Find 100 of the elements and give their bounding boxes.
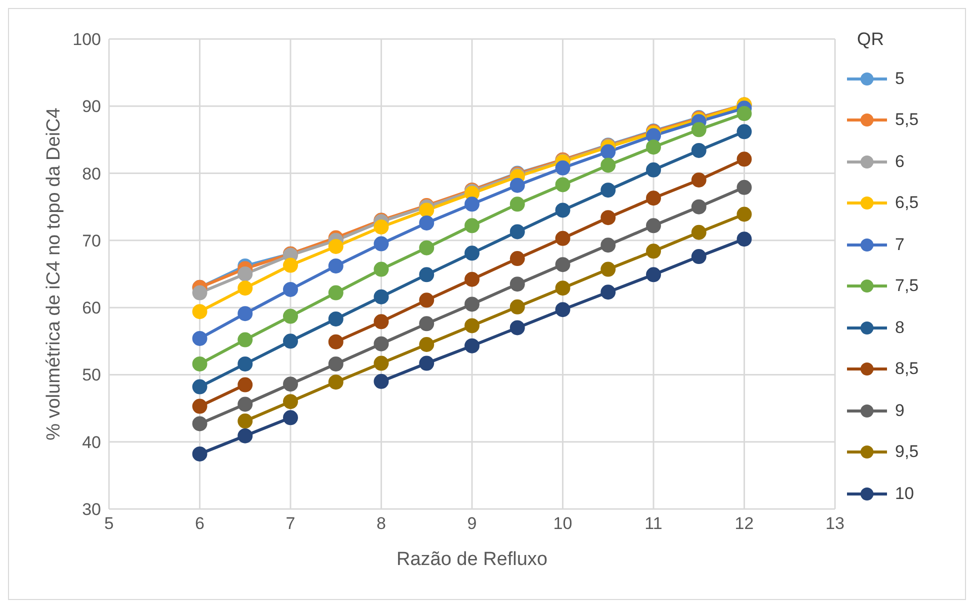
point — [691, 224, 706, 240]
point — [328, 356, 344, 372]
point — [464, 296, 480, 312]
x-tick-label: 8 — [376, 514, 386, 534]
point — [555, 160, 570, 176]
point — [736, 124, 752, 140]
point — [374, 356, 389, 371]
point — [555, 257, 570, 272]
point — [283, 282, 298, 297]
point — [283, 376, 298, 392]
point — [691, 122, 706, 138]
point — [510, 224, 525, 240]
legend-label: 6,5 — [895, 193, 919, 214]
y-tick-label: 70 — [82, 231, 101, 250]
legend-label: 5 — [895, 68, 904, 89]
y-tick-label: 80 — [82, 164, 101, 184]
y-tick-label: 50 — [82, 366, 101, 385]
x-axis-title: Razão de Refluxo — [396, 549, 548, 570]
x-tick-label: 10 — [553, 514, 572, 534]
point — [192, 416, 208, 432]
point — [238, 356, 253, 372]
point — [464, 318, 480, 334]
legend-label: 9 — [895, 400, 904, 421]
x-tick-label: 11 — [644, 514, 662, 534]
x-tick-label: 9 — [467, 514, 477, 534]
point — [238, 266, 253, 282]
point — [283, 394, 298, 410]
point — [464, 272, 480, 287]
point — [510, 276, 525, 292]
point — [510, 320, 525, 336]
point — [600, 284, 616, 300]
point — [328, 258, 344, 274]
point — [736, 206, 752, 222]
point — [374, 374, 389, 389]
legend-label: 8 — [895, 318, 904, 338]
point — [464, 196, 480, 212]
point — [374, 236, 389, 252]
point — [328, 285, 344, 300]
point — [646, 140, 661, 155]
point — [691, 142, 706, 158]
point — [419, 292, 434, 308]
point — [510, 196, 525, 212]
y-tick-label: 60 — [82, 298, 101, 318]
point — [192, 285, 208, 300]
x-tick-label: 13 — [826, 514, 844, 534]
point — [238, 428, 253, 444]
point — [238, 332, 253, 348]
y-axis-title: % volumétrica de iC4 no topo da DeiC4 — [44, 107, 65, 440]
point — [328, 334, 344, 350]
point — [283, 334, 298, 349]
point — [736, 180, 752, 195]
point — [600, 262, 616, 277]
point — [374, 262, 389, 277]
point — [283, 308, 298, 324]
legend-label: 6 — [895, 152, 904, 172]
point — [736, 232, 752, 247]
point — [736, 152, 752, 167]
point — [419, 240, 434, 256]
y-tick-label: 40 — [82, 432, 101, 452]
point — [600, 158, 616, 173]
point — [555, 302, 570, 318]
legend-label: 5,5 — [895, 110, 919, 130]
point — [192, 379, 208, 394]
point — [691, 199, 706, 214]
point — [646, 218, 661, 234]
point — [691, 249, 706, 264]
point — [419, 267, 434, 282]
legend-label: 9,5 — [895, 442, 919, 462]
point — [600, 210, 616, 226]
point — [238, 396, 253, 412]
x-tick-label: 7 — [286, 514, 296, 534]
point — [374, 220, 389, 234]
point — [464, 246, 480, 261]
point — [646, 190, 661, 206]
point — [646, 267, 661, 282]
legend-label: 7,5 — [895, 276, 919, 296]
point — [646, 162, 661, 178]
point — [464, 218, 480, 234]
point — [283, 410, 298, 426]
point — [419, 202, 434, 218]
point — [192, 398, 208, 414]
point — [510, 251, 525, 266]
legend-label: 10 — [895, 484, 914, 504]
point — [238, 280, 253, 296]
point — [374, 314, 389, 330]
point — [419, 337, 434, 352]
point — [510, 178, 525, 193]
legend-title: QR — [857, 29, 885, 50]
point — [328, 238, 344, 254]
point — [600, 238, 616, 253]
point — [555, 230, 570, 246]
point — [283, 258, 298, 273]
point — [510, 299, 525, 314]
point — [192, 446, 208, 462]
point — [419, 316, 434, 332]
point — [238, 377, 253, 392]
x-tick-label: 12 — [734, 514, 754, 534]
point — [555, 280, 570, 296]
point — [192, 330, 208, 346]
point — [192, 356, 208, 372]
